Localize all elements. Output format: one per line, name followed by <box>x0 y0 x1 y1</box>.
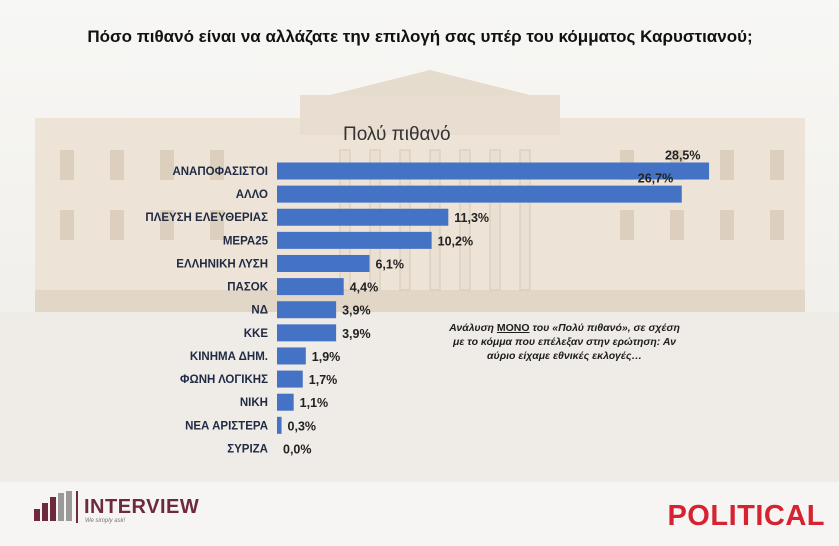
bar <box>277 231 432 249</box>
note-text-post: του «Πολύ πιθανό», σε σχέση με το κόμμα … <box>453 322 680 362</box>
interview-logo-icon <box>34 491 78 523</box>
bar <box>277 324 337 342</box>
value-label: 3,9% <box>342 304 371 318</box>
chart-title: Πόσο πιθανό είναι να αλλάζατε την επιλογ… <box>87 27 753 46</box>
value-label: 1,7% <box>309 373 338 387</box>
value-label: 3,9% <box>342 327 371 341</box>
value-label: 10,2% <box>438 234 473 248</box>
value-label: 6,1% <box>375 257 404 271</box>
bar <box>277 162 710 180</box>
bar <box>277 185 682 203</box>
category-label: ΑΝΑΠΟΦΑΣΙΣΤΟΙ <box>172 166 268 178</box>
political-logo: POLITICAL <box>667 500 825 532</box>
bar <box>277 347 306 365</box>
value-label: 1,9% <box>312 350 341 364</box>
note-text-pre: Ανάλυση <box>449 322 497 334</box>
category-label: ΕΛΛΗΝΙΚΗ ΛΥΣΗ <box>176 258 268 270</box>
category-label: ΚΚΕ <box>244 328 269 340</box>
value-label: 4,4% <box>350 281 379 295</box>
category-label: ΑΛΛΟ <box>236 189 268 201</box>
category-label: ΝΔ <box>251 305 268 317</box>
category-label: ΣΥΡΙΖΑ <box>227 443 268 455</box>
category-label: ΝΙΚΗ <box>240 397 268 409</box>
value-label: 11,3% <box>454 211 489 225</box>
interview-logo-text: INTERVIEW <box>84 496 200 518</box>
analysis-note: Ανάλυση ΜΟΝΟ του «Πολύ πιθανό», σε σχέση… <box>447 321 682 363</box>
chart-subtitle: Πολύ πιθανό <box>343 124 451 145</box>
interview-logo-tagline: We simply ask! <box>85 518 126 524</box>
category-label: ΚΙΝΗΜΑ ΔΗΜ. <box>190 351 268 363</box>
bar <box>277 416 282 434</box>
value-label: 0,3% <box>288 419 317 433</box>
category-label: ΜΕΡΑ25 <box>223 235 269 247</box>
bar <box>277 301 337 319</box>
category-label: ΝΕΑ ΑΡΙΣΤΕΡΑ <box>185 420 268 432</box>
value-label: 0,0% <box>283 442 312 456</box>
bar <box>277 208 449 226</box>
bar <box>277 393 294 411</box>
category-label: ΦΩΝΗ ΛΟΓΙΚΗΣ <box>180 374 268 386</box>
category-label: ΠΛΕΥΣΗ ΕΛΕΥΘΕΡΙΑΣ <box>145 212 268 224</box>
bar <box>277 370 303 388</box>
value-label: 28,5% <box>665 149 700 163</box>
bar <box>277 254 370 272</box>
value-label: 1,1% <box>300 396 329 410</box>
category-label: ΠΑΣΟΚ <box>227 282 268 294</box>
value-label: 26,7% <box>638 172 673 186</box>
bar <box>277 278 344 296</box>
note-text-highlight: ΜΟΝΟ <box>496 322 530 334</box>
